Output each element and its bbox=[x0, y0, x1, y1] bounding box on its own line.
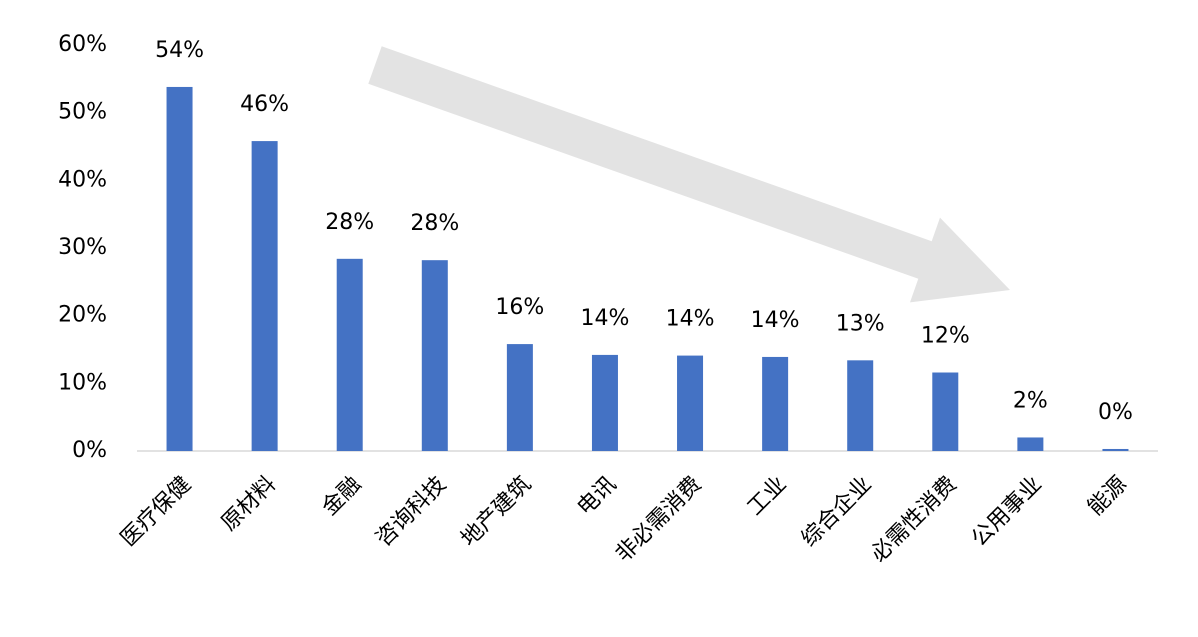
x-tick-label: 综合企业 bbox=[797, 472, 877, 552]
bar bbox=[506, 344, 533, 451]
value-label: 14% bbox=[751, 308, 800, 333]
y-tick-label: 60% bbox=[58, 32, 107, 57]
x-tick-label: 必需性消费 bbox=[866, 472, 961, 567]
value-label: 13% bbox=[836, 311, 885, 336]
value-label: 14% bbox=[581, 306, 630, 331]
value-label: 16% bbox=[495, 295, 544, 320]
value-label: 54% bbox=[155, 38, 204, 63]
bar bbox=[932, 372, 959, 451]
x-tick-label: 能源 bbox=[1083, 472, 1132, 521]
trend-arrow bbox=[368, 46, 1010, 303]
bar bbox=[166, 86, 193, 451]
y-tick-label: 50% bbox=[58, 100, 107, 125]
bar bbox=[336, 258, 363, 451]
bar bbox=[847, 360, 874, 451]
x-tick-label: 电讯 bbox=[573, 472, 622, 521]
bar bbox=[1102, 448, 1129, 451]
value-label: 2% bbox=[1013, 388, 1048, 413]
value-label: 28% bbox=[410, 211, 459, 236]
value-label: 0% bbox=[1098, 400, 1133, 425]
bar bbox=[677, 355, 704, 451]
value-label: 12% bbox=[921, 324, 970, 349]
value-label: 46% bbox=[240, 92, 289, 117]
x-tick-label: 咨询科技 bbox=[371, 472, 451, 552]
bar bbox=[762, 356, 789, 451]
x-tick-label: 公用事业 bbox=[967, 472, 1047, 552]
y-tick-label: 0% bbox=[72, 438, 107, 463]
value-label: 28% bbox=[325, 210, 374, 235]
bar bbox=[421, 260, 448, 451]
y-tick-label: 30% bbox=[58, 235, 107, 260]
x-tick-label: 医疗保健 bbox=[116, 472, 196, 552]
bar bbox=[1017, 437, 1044, 451]
y-tick-label: 10% bbox=[58, 370, 107, 395]
bar bbox=[591, 354, 618, 451]
x-tick-label: 工业 bbox=[743, 472, 792, 521]
value-label: 14% bbox=[666, 307, 715, 332]
y-tick-label: 40% bbox=[58, 167, 107, 192]
x-tick-label: 原材料 bbox=[217, 472, 281, 536]
x-tick-label: 非必需消费 bbox=[611, 472, 706, 567]
bar bbox=[251, 141, 278, 451]
x-tick-label: 地产建筑 bbox=[456, 472, 536, 552]
x-tick-label: 金融 bbox=[317, 472, 366, 521]
y-tick-label: 20% bbox=[58, 303, 107, 328]
